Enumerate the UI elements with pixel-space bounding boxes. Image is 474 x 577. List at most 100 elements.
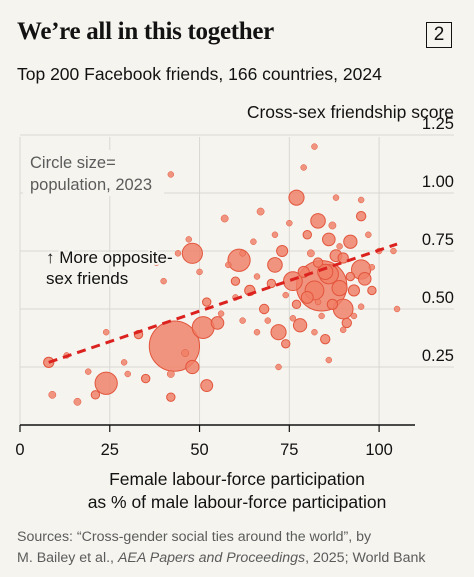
data-point xyxy=(347,284,361,297)
data-point xyxy=(202,297,212,307)
x-tick-labels: 0 25 50 75 100 xyxy=(15,425,393,459)
y-axis-label: Cross-sex friendship score xyxy=(247,102,454,122)
data-point xyxy=(345,271,356,282)
data-point xyxy=(288,189,305,206)
data-point xyxy=(153,259,160,266)
data-point xyxy=(181,242,203,264)
annotation-line1: ↑ More opposite- xyxy=(46,248,173,267)
source-journal: AEA Papers and Proceedings xyxy=(117,550,306,566)
source-authors: M. Bailey et al., xyxy=(17,550,118,566)
data-point xyxy=(271,231,279,238)
data-point xyxy=(393,305,401,313)
data-point xyxy=(256,207,265,216)
data-point xyxy=(239,250,246,257)
data-point xyxy=(264,317,271,324)
data-point xyxy=(276,244,289,258)
source-line2: M. Bailey et al., AEA Papers and Proceed… xyxy=(17,548,426,569)
data-point xyxy=(343,234,358,249)
annotation-line2: sex friends xyxy=(46,269,128,288)
source-note: Sources: “Cross-gender social ties aroun… xyxy=(17,527,426,569)
data-point xyxy=(270,324,287,341)
data-point xyxy=(357,272,372,286)
data-point xyxy=(196,268,203,276)
data-point xyxy=(341,317,352,329)
data-point xyxy=(253,328,261,336)
size-note-background xyxy=(23,150,164,196)
x-tick-label: 25 xyxy=(101,441,119,459)
data-point xyxy=(302,230,312,240)
chart-title: We’re all in this together xyxy=(17,18,274,45)
data-point xyxy=(318,312,325,320)
data-point xyxy=(337,252,349,264)
data-point xyxy=(90,390,101,400)
data-point xyxy=(390,247,397,255)
data-point xyxy=(322,232,336,247)
data-point xyxy=(357,196,365,204)
data-point xyxy=(266,278,277,289)
source-line1: Sources: “Cross-gender social ties aroun… xyxy=(17,529,372,545)
data-point xyxy=(267,257,283,273)
size-note-line2: population, 2023 xyxy=(30,176,152,194)
chart-subtitle: Top 200 Facebook friends, 166 countries,… xyxy=(17,64,382,84)
data-point xyxy=(217,310,225,317)
data-point xyxy=(102,328,110,336)
y-tick-label: 1.00 xyxy=(422,173,454,191)
data-point xyxy=(339,326,347,334)
y-tick-label: 0.75 xyxy=(422,231,454,249)
data-point xyxy=(250,238,257,245)
data-point xyxy=(48,390,57,399)
data-point xyxy=(317,263,334,280)
data-point xyxy=(311,328,318,336)
data-point xyxy=(160,277,167,285)
data-point xyxy=(225,261,232,269)
data-point xyxy=(336,243,343,250)
data-point xyxy=(291,299,302,310)
data-point xyxy=(220,214,229,223)
data-point xyxy=(185,236,192,243)
y-tick-label: 0.50 xyxy=(422,289,454,307)
data-point xyxy=(350,312,358,320)
chart-number-badge: 2 xyxy=(426,22,452,48)
data-point xyxy=(312,257,324,268)
data-point xyxy=(365,231,372,238)
data-point xyxy=(120,359,128,366)
x-tick-label: 0 xyxy=(15,441,24,459)
source-rest: , 2025; World Bank xyxy=(305,550,426,566)
data-point xyxy=(210,316,225,330)
data-point xyxy=(300,164,307,171)
x-axis-label-line2: as % of male labour-force participation xyxy=(87,492,387,512)
data-point xyxy=(286,219,293,227)
data-point xyxy=(94,371,118,395)
data-point xyxy=(310,213,326,229)
data-point xyxy=(331,280,348,297)
y-tick-labels: 0.25 0.50 0.75 1.00 1.25 xyxy=(422,115,454,365)
data-point xyxy=(191,316,215,339)
data-point xyxy=(311,143,318,150)
data-point xyxy=(140,373,151,384)
data-point xyxy=(167,171,175,178)
data-point xyxy=(85,368,92,375)
data-point xyxy=(230,276,241,286)
x-tick-label: 100 xyxy=(365,441,393,459)
data-point xyxy=(367,285,377,296)
data-point xyxy=(227,248,251,272)
data-point xyxy=(281,339,291,349)
data-point xyxy=(292,318,308,333)
data-point xyxy=(368,264,376,271)
data-point xyxy=(326,298,339,311)
y-tick-label: 1.25 xyxy=(422,115,454,133)
data-point xyxy=(289,315,297,322)
data-point xyxy=(355,211,367,222)
data-point xyxy=(306,249,315,258)
trend-line xyxy=(48,242,398,364)
data-point xyxy=(275,363,282,371)
data-point xyxy=(357,303,365,310)
data-point xyxy=(124,370,131,378)
data-point xyxy=(325,356,333,364)
data-point xyxy=(253,273,261,280)
data-point xyxy=(258,303,270,315)
data-points xyxy=(43,143,401,406)
data-point xyxy=(282,291,289,299)
data-point xyxy=(239,317,246,324)
